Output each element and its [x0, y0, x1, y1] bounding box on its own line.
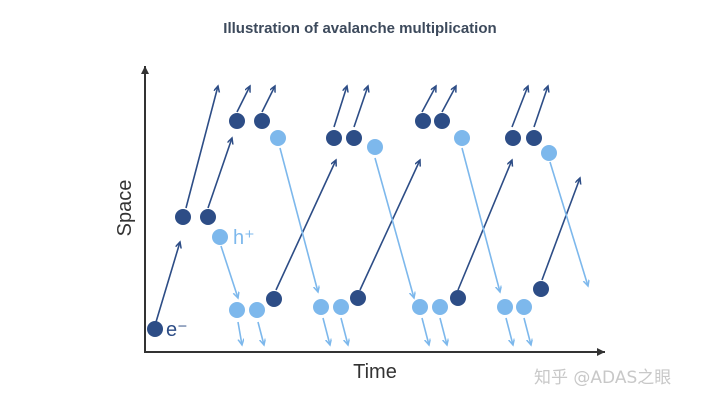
- hole-dot: [212, 229, 228, 245]
- electron-dot: [450, 290, 466, 306]
- electron-paths: [155, 86, 580, 323]
- electron-dot: [434, 113, 450, 129]
- hole-dot: [497, 299, 513, 315]
- electron-dot: [505, 130, 521, 146]
- hole-dot: [270, 130, 286, 146]
- y-axis-label: Space: [114, 180, 136, 237]
- watermark: 知乎 @ADAS之眼: [534, 368, 671, 388]
- electron-label: e⁻: [166, 319, 188, 341]
- electron-dot: [200, 209, 216, 225]
- electron-dot: [175, 209, 191, 225]
- hole-dot: [454, 130, 470, 146]
- hole-dot: [313, 299, 329, 315]
- electron-dot: [415, 113, 431, 129]
- x-axis-label: Time: [353, 361, 397, 383]
- electron-dot: [266, 291, 282, 307]
- hole-dot: [541, 145, 557, 161]
- electron-dot: [254, 113, 270, 129]
- hole-label: h⁺: [233, 227, 255, 249]
- electron-dot: [229, 113, 245, 129]
- hole-dot: [432, 299, 448, 315]
- hole-dot: [249, 302, 265, 318]
- electron-dot: [147, 321, 163, 337]
- electrons: [147, 113, 549, 337]
- electron-dot: [526, 130, 542, 146]
- electron-dot: [346, 130, 362, 146]
- hole-dot: [412, 299, 428, 315]
- hole-paths: [220, 147, 588, 345]
- hole-dot: [333, 299, 349, 315]
- diagram-title: Illustration of avalanche multiplication: [223, 20, 497, 37]
- holes: [212, 130, 557, 318]
- electron-dot: [350, 290, 366, 306]
- hole-dot: [229, 302, 245, 318]
- electron-dot: [326, 130, 342, 146]
- electron-dot: [533, 281, 549, 297]
- hole-dot: [516, 299, 532, 315]
- hole-dot: [367, 139, 383, 155]
